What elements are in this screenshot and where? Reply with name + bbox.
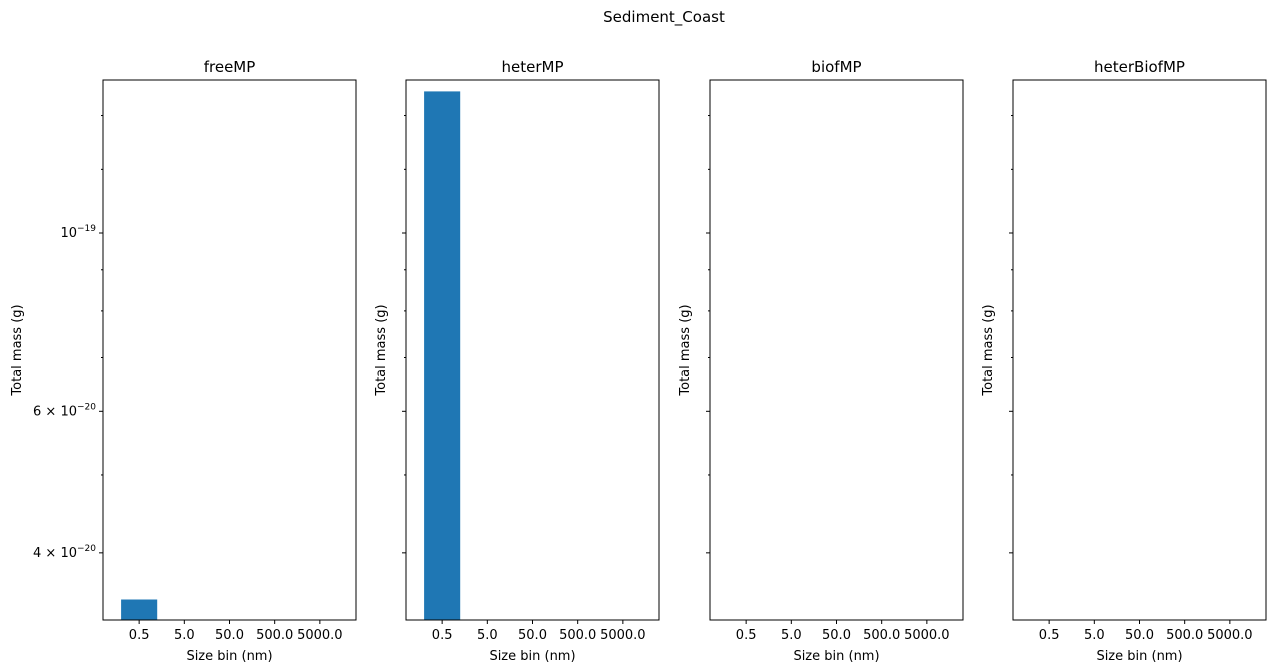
x-tick-label: 500.0 (559, 628, 596, 643)
x-tick-label: 5.0 (477, 628, 498, 643)
x-axis-label: Size bin (nm) (1096, 649, 1182, 664)
x-tick-label: 0.5 (129, 628, 150, 643)
x-tick-label: 5000.0 (904, 628, 950, 643)
x-tick-label: 500.0 (256, 628, 293, 643)
x-tick-label: 5000.0 (1207, 628, 1253, 643)
y-tick-label: 10−19 (60, 224, 96, 241)
axes-frame-heterBiofMP (1012, 79, 1267, 621)
x-tick-label: 0.5 (736, 628, 757, 643)
bar-heterMP-0.5 (424, 91, 461, 620)
axes-frame-biofMP (709, 79, 964, 621)
x-tick-label: 0.5 (432, 628, 453, 643)
x-axis-label: Size bin (nm) (793, 649, 879, 664)
y-tick-exponent: −19 (77, 224, 96, 234)
figure-title: Sediment_Coast (603, 8, 725, 27)
y-tick-exponent: −20 (77, 402, 96, 412)
y-axis-label: Total mass (g) (10, 304, 25, 396)
x-tick-label: 0.5 (1039, 628, 1060, 643)
y-tick-label: 6 × 10−20 (33, 402, 96, 419)
x-tick-label: 500.0 (863, 628, 900, 643)
x-tick-label: 50.0 (1125, 628, 1154, 643)
x-tick-label: 5.0 (174, 628, 195, 643)
x-axis-label: Size bin (nm) (489, 649, 575, 664)
y-axis-label: Total mass (g) (678, 304, 693, 396)
bar-freeMP-0.5 (121, 599, 158, 620)
x-tick-label: 5.0 (1084, 628, 1105, 643)
x-tick-label: 5000.0 (297, 628, 343, 643)
x-tick-label: 5000.0 (600, 628, 646, 643)
x-tick-label: 50.0 (822, 628, 851, 643)
x-tick-label: 5.0 (781, 628, 802, 643)
axes-frame-freeMP (102, 79, 357, 621)
x-tick-label: 500.0 (1166, 628, 1203, 643)
x-tick-label: 50.0 (215, 628, 244, 643)
x-tick-label: 50.0 (518, 628, 547, 643)
x-axis-label: Size bin (nm) (186, 649, 272, 664)
subplot-title: biofMP (811, 58, 861, 76)
subplot-title: heterMP (502, 58, 564, 76)
y-axis-label: Total mass (g) (374, 304, 389, 396)
y-axis-label: Total mass (g) (981, 304, 996, 396)
y-tick-exponent: −20 (77, 544, 96, 554)
y-tick-label: 4 × 10−20 (33, 544, 96, 561)
subplot-title: heterBiofMP (1094, 58, 1185, 76)
subplot-title: freeMP (204, 58, 256, 76)
